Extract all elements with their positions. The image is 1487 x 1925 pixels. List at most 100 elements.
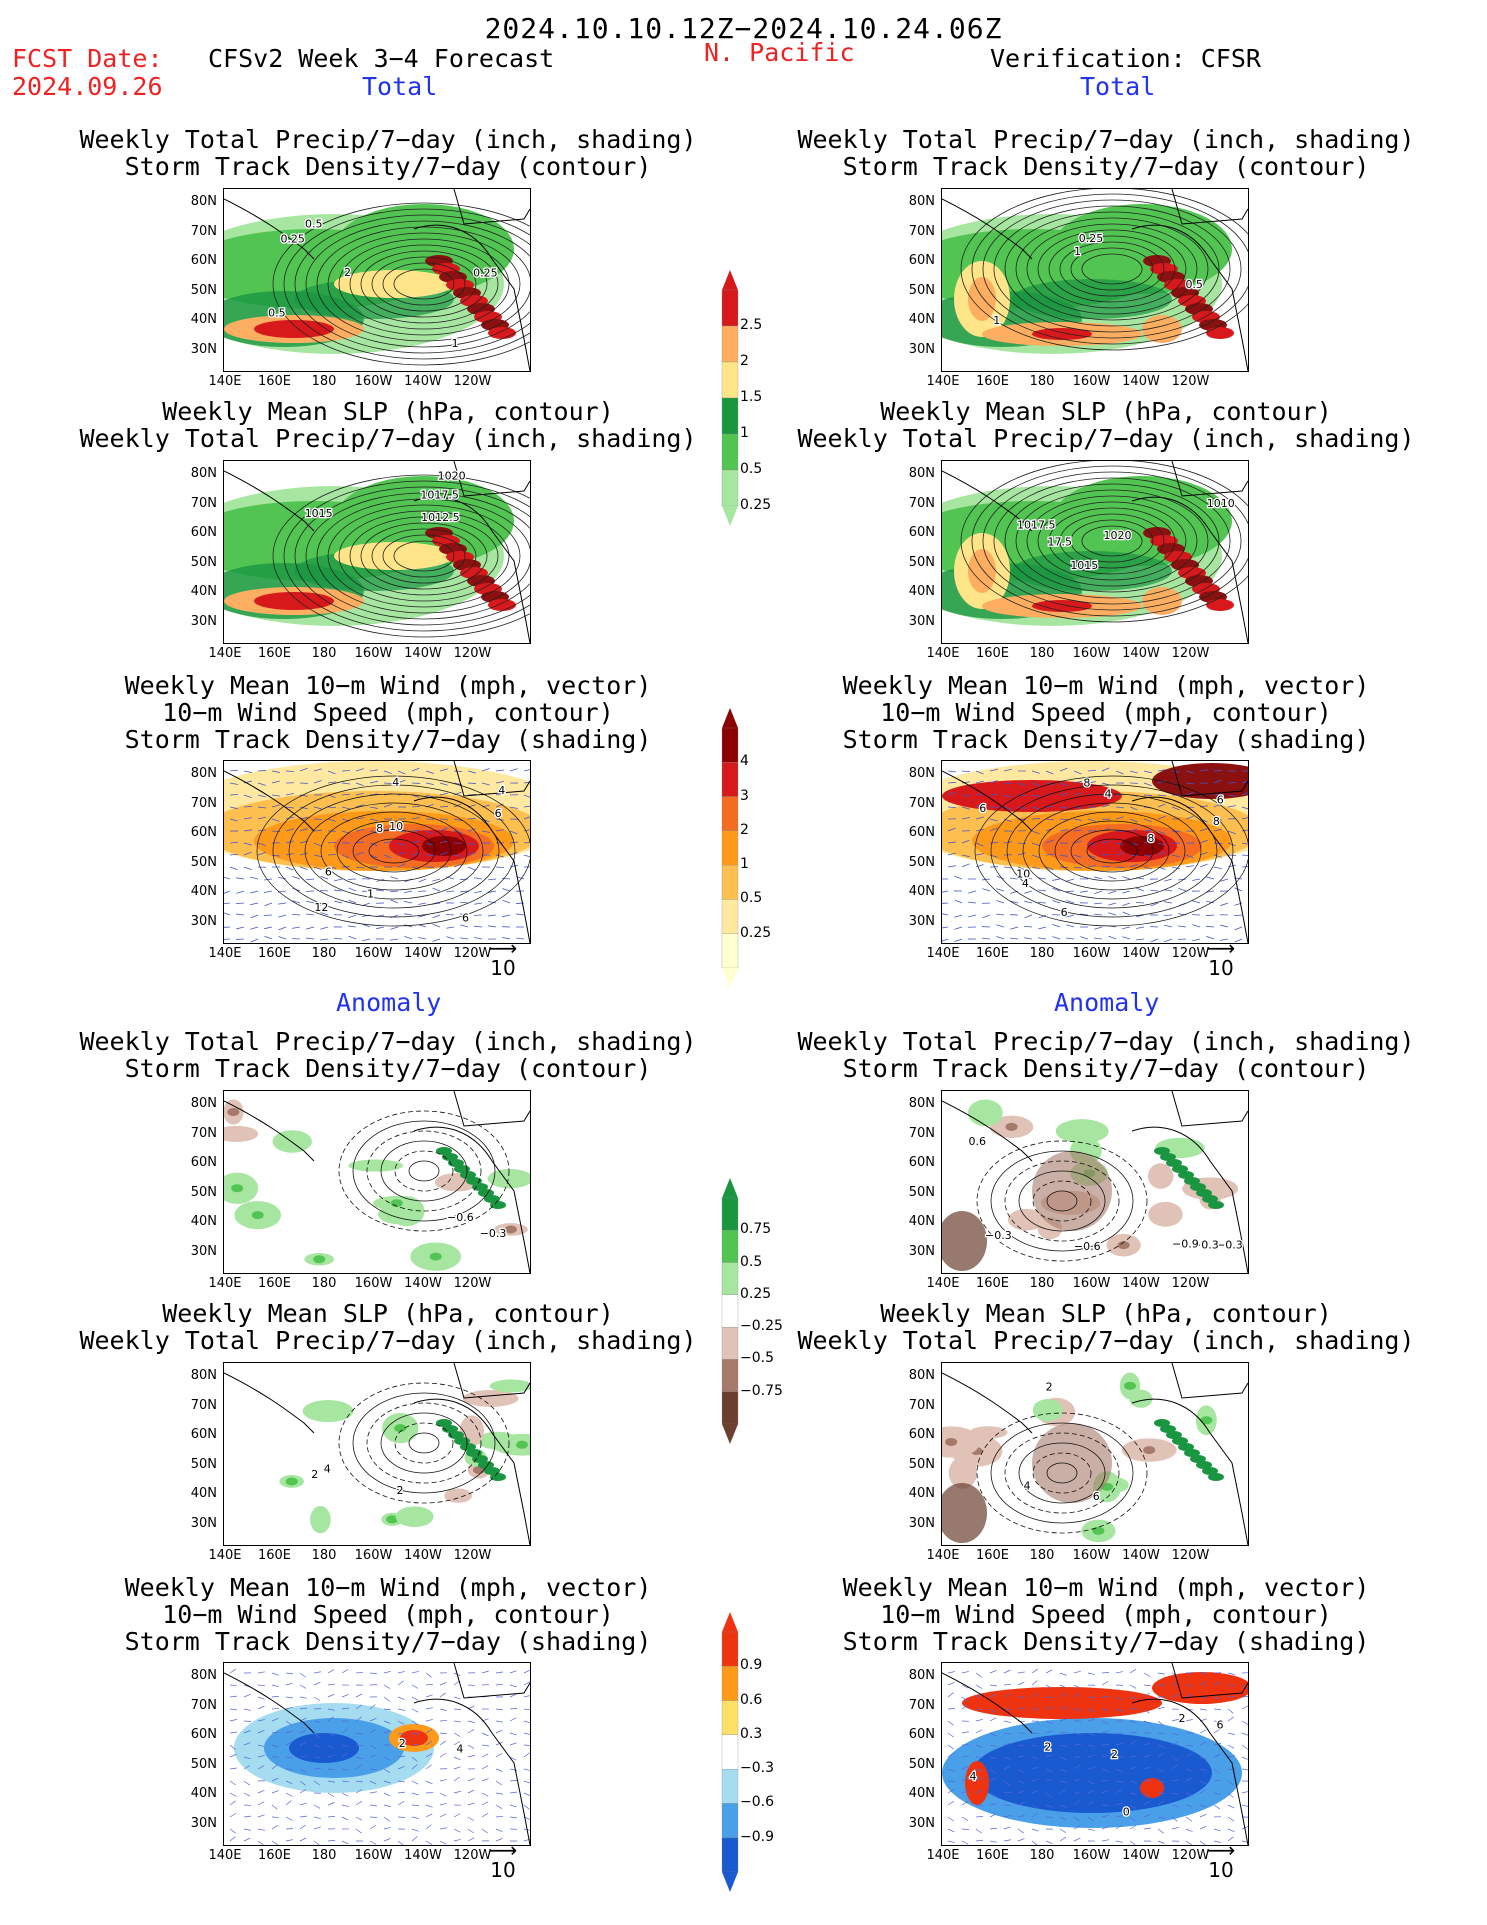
- lon-tick-label: 180: [1029, 1848, 1055, 1863]
- section-total-verification: Total: [1080, 72, 1156, 101]
- vector-reference-label: 10: [1208, 1858, 1234, 1882]
- lon-tick-label: 120W: [1171, 374, 1210, 389]
- lat-tick-label: 30N: [908, 613, 935, 629]
- map-panel-ob-precip: 1 0.5 1 0.25: [941, 188, 1249, 372]
- map-panel-fc-slp: 1020 1015 1012.5 1017.5: [223, 460, 531, 644]
- panel-title-line: Weekly Mean SLP (hPa, contour): [162, 397, 614, 426]
- colorbar-tick-label: 3: [740, 787, 749, 804]
- colorbar-tick-label: 0.5: [740, 1253, 763, 1270]
- lat-tick-label: 70N: [190, 223, 217, 239]
- contour-label: 4: [456, 1743, 463, 1756]
- lat-tick-label: 80N: [190, 1096, 217, 1111]
- lon-tick-label: 120W: [453, 946, 492, 961]
- contour-label: 2: [1046, 1380, 1053, 1393]
- lat-tick-label: 80N: [908, 466, 935, 481]
- contour-label: 6: [1217, 793, 1224, 806]
- lon-tick-label: 160W: [1072, 946, 1111, 961]
- lon-tick-label: 180: [311, 1848, 337, 1863]
- contour-label: −0.3: [1192, 1238, 1219, 1251]
- lat-tick-label: 80N: [908, 194, 935, 209]
- colorbar-tick-label: 4: [740, 753, 749, 770]
- lat-tick-label: 70N: [908, 1397, 935, 1413]
- colorbar-tick-label: 0.5: [740, 890, 763, 907]
- lat-tick-label: 50N: [908, 282, 935, 298]
- lon-tick-label: 140E: [926, 1548, 960, 1563]
- lon-tick-label: 140E: [926, 946, 960, 961]
- contour-label: −0.9: [1172, 1238, 1199, 1251]
- date-range-title: 2024.10.10.12Z−2024.10.24.06Z: [484, 12, 1003, 45]
- lat-tick-label: 40N: [908, 884, 935, 899]
- contour-label: 4: [1022, 877, 1029, 890]
- lat-tick-label: 50N: [190, 854, 217, 870]
- lon-tick-label: 180: [311, 1276, 337, 1291]
- contour-label: 4: [498, 784, 505, 797]
- contour-label: 0.25: [1079, 232, 1104, 245]
- colorbar-storm-density-anomaly: [715, 1612, 745, 1896]
- contour-label: 6: [1093, 1490, 1100, 1503]
- lat-tick-label: 50N: [908, 1184, 935, 1200]
- lat-tick-label: 60N: [908, 253, 935, 268]
- contour-label: 1: [1074, 245, 1081, 258]
- panel-title-line: Weekly Total Precip/7−day (inch, shading…: [797, 1027, 1415, 1056]
- colorbar-tick-label: −0.3: [740, 1760, 774, 1777]
- panel-title-line: Weekly Total Precip/7−day (inch, shading…: [797, 125, 1415, 154]
- lon-tick-label: 160W: [1072, 1276, 1111, 1291]
- colorbar-tick-label: −0.25: [740, 1318, 783, 1335]
- verification-title: Verification: CFSR: [990, 44, 1261, 73]
- colorbar-tick-label: −0.75: [740, 1382, 783, 1399]
- lon-tick-label: 180: [311, 374, 337, 389]
- panel-title-line: Weekly Mean SLP (hPa, contour): [162, 1299, 614, 1328]
- lon-tick-label: 120W: [1171, 1276, 1210, 1291]
- contour-label: 4: [392, 776, 399, 789]
- contour-label: 6: [495, 807, 502, 820]
- lon-tick-label: 160W: [354, 1548, 393, 1563]
- lon-tick-label: 140W: [1122, 1276, 1160, 1291]
- lon-tick-label: 160W: [354, 946, 393, 961]
- panel-title-line: Weekly Total Precip/7−day (inch, shading…: [79, 1027, 697, 1056]
- contour-label: 0.25: [473, 266, 498, 279]
- lon-tick-label: 160E: [257, 946, 292, 961]
- region-title: N. Pacific: [704, 38, 855, 67]
- panel-title-line: Weekly Total Precip/7−day (inch, shading…: [79, 424, 697, 453]
- colorbar-tick-label: 0.9: [740, 1657, 763, 1674]
- lat-tick-label: 30N: [190, 913, 217, 929]
- lon-tick-label: 140E: [208, 1848, 242, 1863]
- lat-tick-label: 80N: [190, 1368, 217, 1383]
- contour-label: 1017.5: [420, 489, 459, 502]
- lon-tick-label: 140W: [404, 1848, 442, 1863]
- contour-label: 4: [324, 1463, 331, 1476]
- panel-title-line: Weekly Mean SLP (hPa, contour): [880, 1299, 1332, 1328]
- panel-title-line: Storm Track Density/7−day (contour): [124, 1054, 652, 1083]
- lon-tick-label: 120W: [1171, 1848, 1210, 1863]
- map-panel-ob-precip-anom: −0.3 −0.3 0.6 −0.3 −0.6 −0.9: [941, 1090, 1249, 1274]
- map-panel-fc-wind: 12 4 4 10 6 6 8 1 6: [223, 760, 531, 944]
- panel-title-line: Weekly Mean 10−m Wind (mph, vector): [842, 1573, 1370, 1602]
- lat-tick-label: 50N: [190, 1756, 217, 1772]
- contour-label: 2: [1179, 1712, 1186, 1725]
- lon-tick-label: 160W: [1072, 374, 1111, 389]
- panel-title-line: Weekly Total Precip/7−day (inch, shading…: [79, 125, 697, 154]
- colorbar-tick-label: 0.5: [740, 461, 763, 477]
- lon-tick-label: 160E: [257, 1548, 292, 1563]
- section-total-forecast: Total: [362, 72, 438, 101]
- contour-label: 1: [452, 337, 459, 350]
- contour-label: 0.5: [1185, 278, 1203, 291]
- lat-tick-label: 40N: [908, 1214, 935, 1229]
- lon-tick-label: 140E: [208, 1276, 242, 1291]
- lon-tick-label: 180: [1029, 374, 1055, 389]
- contour-label: 10: [389, 820, 403, 833]
- contour-label: −0.3: [480, 1227, 507, 1240]
- lat-tick-label: 80N: [908, 1368, 935, 1383]
- contour-label: 0.5: [305, 218, 323, 231]
- lat-tick-label: 30N: [190, 1815, 217, 1831]
- lat-tick-label: 50N: [190, 1456, 217, 1472]
- lon-tick-label: 140E: [926, 1276, 960, 1291]
- lon-tick-label: 180: [1029, 946, 1055, 961]
- contour-label: 8: [1213, 815, 1220, 828]
- lon-tick-label: 140W: [404, 1276, 442, 1291]
- contour-label: 8: [376, 822, 383, 835]
- vector-reference-label: 10: [490, 956, 516, 980]
- lat-tick-label: 40N: [190, 312, 217, 327]
- map-panel-ob-slp-anom: 6 4 2: [941, 1362, 1249, 1546]
- lon-tick-label: 160W: [1072, 1848, 1111, 1863]
